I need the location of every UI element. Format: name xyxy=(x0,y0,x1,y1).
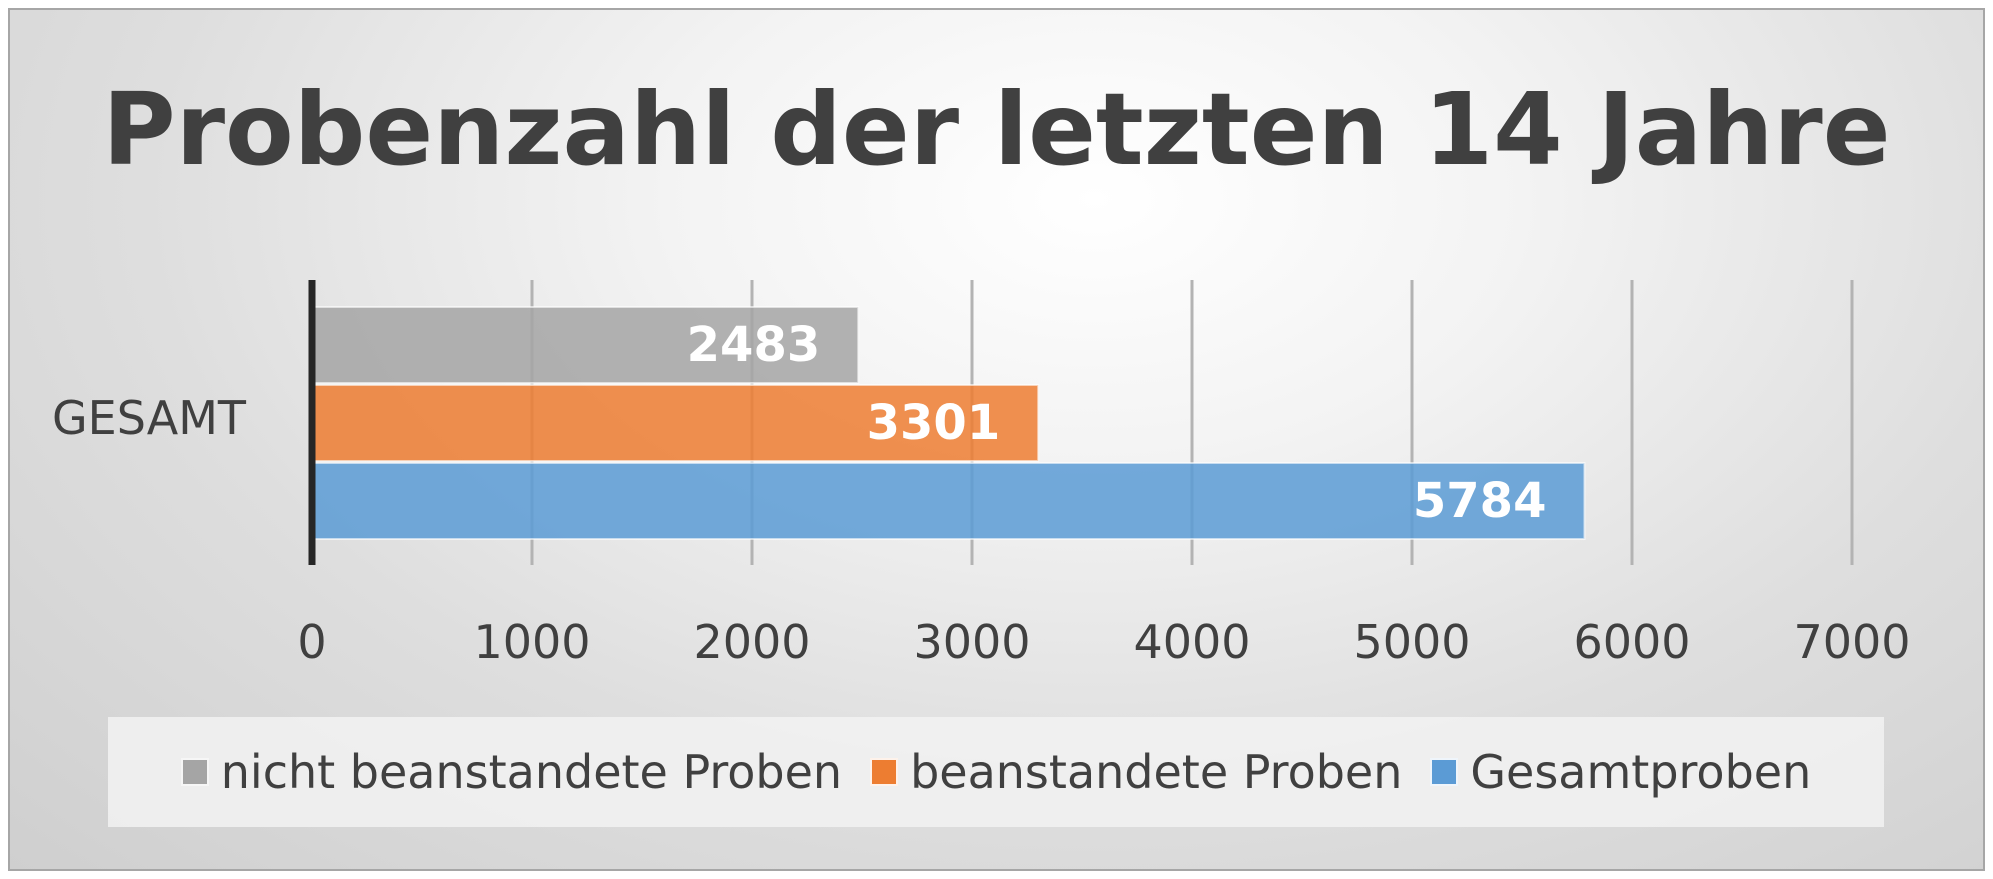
legend-item-nicht-beanstandete: nicht beanstandete Proben xyxy=(180,745,843,799)
legend-label-nicht-beanstandete: nicht beanstandete Proben xyxy=(220,745,843,799)
x-tick-label-3000: 3000 xyxy=(913,615,1030,669)
x-tick-label-6000: 6000 xyxy=(1573,615,1690,669)
data-label-1: 3301 xyxy=(867,395,1001,451)
x-tick-label-4000: 4000 xyxy=(1133,615,1250,669)
x-tick-label-2000: 2000 xyxy=(693,615,810,669)
legend-swatch-grey xyxy=(180,758,209,786)
bar-1 xyxy=(311,384,1040,462)
legend: nicht beanstandete Proben beanstandete P… xyxy=(108,717,1884,827)
x-tick-label-1000: 1000 xyxy=(473,615,590,669)
x-tick-label-5000: 5000 xyxy=(1353,615,1470,669)
x-tick-label-7000: 7000 xyxy=(1793,615,1910,669)
legend-swatch-blue xyxy=(1430,758,1459,786)
legend-item-beanstandete: beanstandete Proben xyxy=(870,745,1402,799)
chart-title: Probenzahl der letzten 14 Jahre xyxy=(102,71,1891,188)
data-label-0: 2483 xyxy=(687,317,821,373)
bar-2 xyxy=(311,462,1586,540)
legend-swatch-orange xyxy=(870,758,899,786)
category-label-gesamt: GESAMT xyxy=(52,391,247,445)
legend-label-gesamtproben: Gesamtproben xyxy=(1470,745,1812,799)
legend-label-beanstandete: beanstandete Proben xyxy=(910,745,1403,799)
data-label-2: 5784 xyxy=(1413,473,1547,529)
x-tick-label-0: 0 xyxy=(297,615,326,669)
legend-item-gesamtproben: Gesamtproben xyxy=(1430,745,1811,799)
